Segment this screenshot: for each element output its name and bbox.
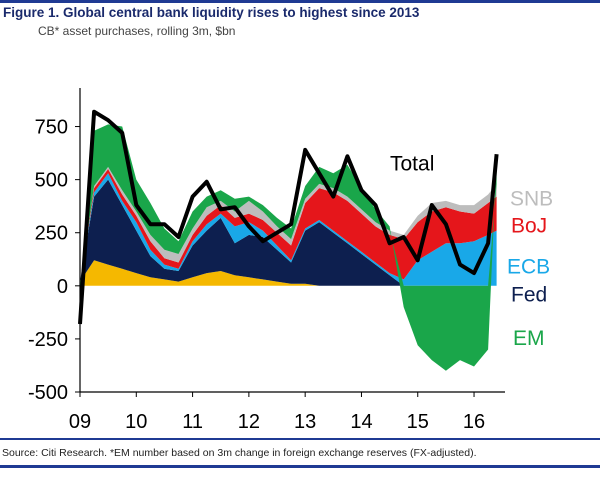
y-tick-label: 0 xyxy=(57,276,68,298)
y-tick-label: -250 xyxy=(28,329,68,351)
x-tick-label: 13 xyxy=(294,411,316,433)
stacked-areas xyxy=(78,109,499,371)
y-tick-label: 500 xyxy=(35,170,68,192)
y-tick-label: 750 xyxy=(35,117,68,139)
label-fed: Fed xyxy=(511,283,547,306)
x-tick-label: 11 xyxy=(182,411,203,433)
label-ecb: ECB xyxy=(507,256,550,279)
chart-subtitle: CB* asset purchases, rolling 3m, $bn xyxy=(38,24,236,38)
footer-rule-bottom xyxy=(0,465,600,468)
y-tick-label: -500 xyxy=(28,382,68,404)
label-em: EM xyxy=(513,327,545,350)
x-tick-label: 15 xyxy=(407,411,429,433)
label-total: Total xyxy=(390,153,434,176)
series-area-fed xyxy=(80,179,497,286)
series-area-boj xyxy=(80,169,497,282)
label-snb: SNB xyxy=(510,188,553,211)
chart-title: Figure 1. Global central bank liquidity … xyxy=(3,5,420,20)
footer-rule-top xyxy=(0,438,600,440)
x-tick-label: 12 xyxy=(238,411,260,433)
series-area-other xyxy=(80,260,497,286)
x-tick-label: 10 xyxy=(125,411,147,433)
total-line xyxy=(78,109,499,325)
source-note: Source: Citi Research. *EM number based … xyxy=(2,447,477,459)
series-area-snb xyxy=(80,166,497,282)
x-tick-label: 16 xyxy=(463,411,485,433)
label-boj: BoJ xyxy=(511,214,547,237)
series-area-ecb xyxy=(80,173,497,286)
x-tick-label: 14 xyxy=(350,411,372,433)
x-tick-label: 09 xyxy=(69,411,91,433)
top-rule xyxy=(0,0,600,3)
series-labels: Total SNB BoJ ECB Fed EM xyxy=(390,153,553,350)
y-tick-label: 250 xyxy=(35,223,68,245)
series-area-em xyxy=(80,124,497,371)
